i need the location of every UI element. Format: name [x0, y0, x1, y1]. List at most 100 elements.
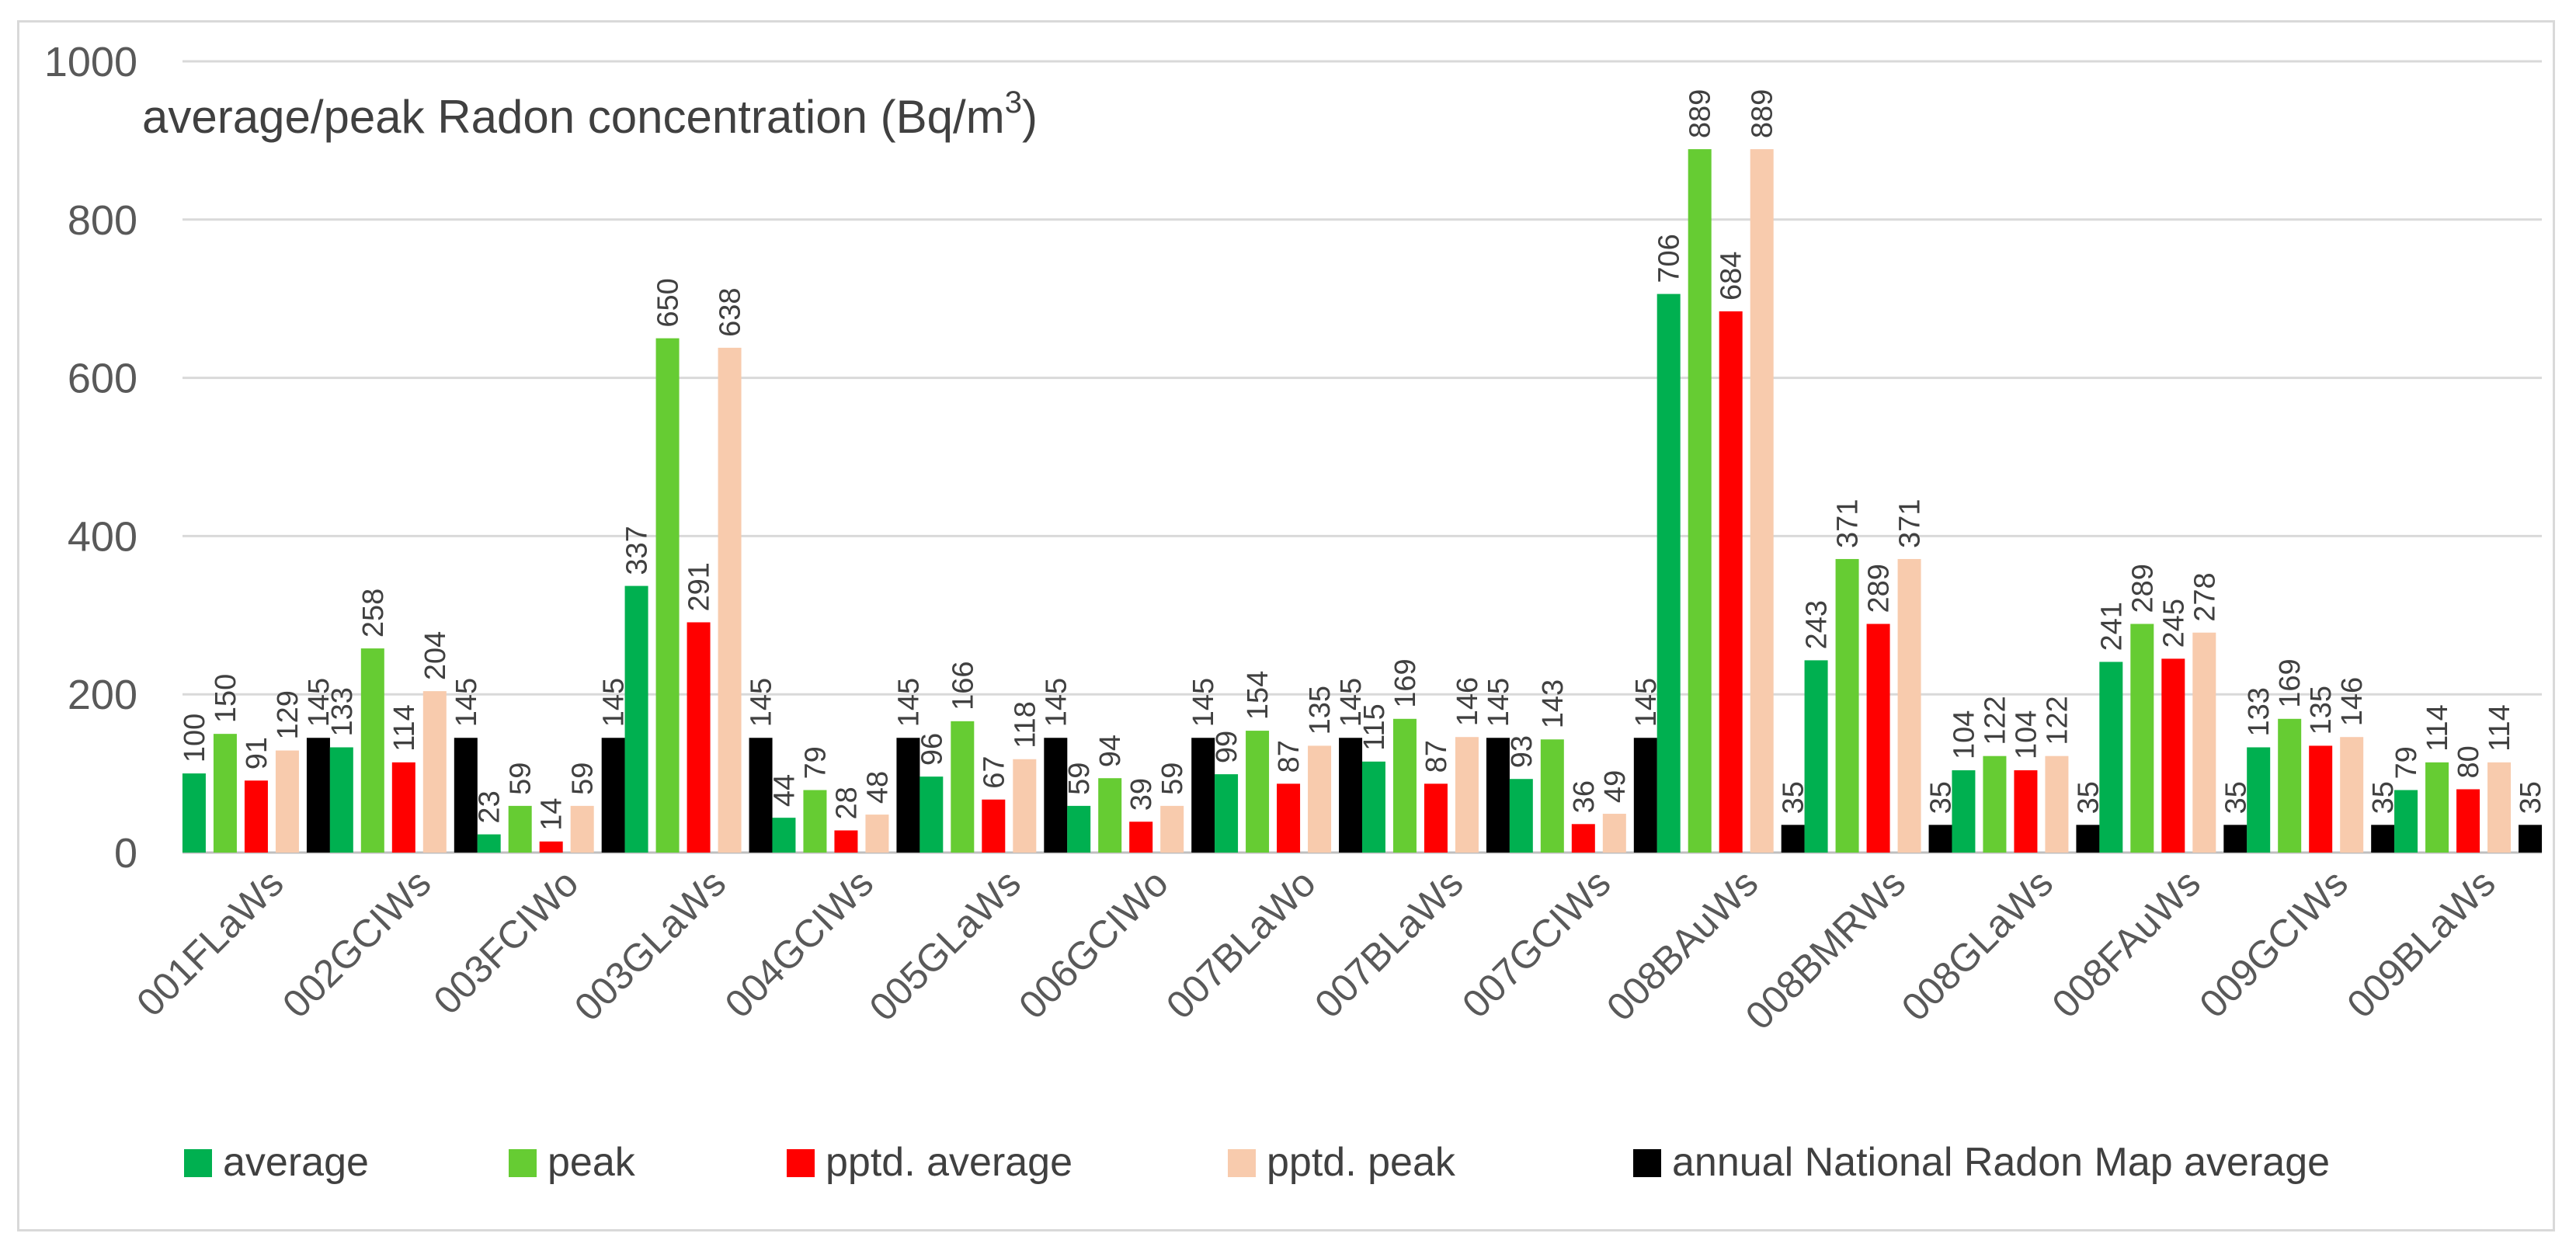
x-category-label: 001FLaWs	[128, 861, 292, 1025]
x-axis-category-labels: 001FLaWs002GCIWs003FCIWo003GLaWs004GCIWs…	[128, 861, 2504, 1038]
bar-peak	[951, 721, 975, 853]
data-label: 59	[505, 762, 537, 795]
data-label: 87	[1420, 740, 1453, 773]
bar-pptd-peak	[865, 815, 889, 853]
bar-annual-national-radon-map-average	[454, 738, 478, 853]
data-label: 135	[2305, 686, 2338, 735]
data-label: 35	[2367, 781, 2400, 814]
bar-pptd-peak	[2045, 756, 2069, 853]
legend-swatch	[184, 1149, 212, 1177]
y-tick-label: 0	[114, 830, 137, 877]
bar-average	[2394, 790, 2418, 853]
data-label: 258	[357, 589, 390, 637]
bar-annual-national-radon-map-average	[1633, 738, 1657, 853]
data-label: 145	[1187, 678, 1220, 727]
data-label: 706	[1653, 234, 1686, 283]
data-label: 145	[1630, 678, 1663, 727]
y-tick-label: 400	[68, 513, 137, 560]
bar-average	[1509, 779, 1533, 853]
bar-pptd-peak	[570, 805, 594, 853]
bar-peak	[1540, 739, 1564, 853]
legend: average peak pptd. average pptd. peak annual…	[184, 1140, 2330, 1185]
data-label: 36	[1568, 780, 1601, 813]
bar-pptd-average	[2161, 658, 2185, 853]
data-label: 278	[2188, 572, 2221, 621]
x-category-label: 008FAuWs	[2044, 861, 2209, 1026]
data-label: 204	[419, 631, 452, 680]
data-label: 35	[2220, 781, 2252, 814]
legend-label: pptd. peak	[1267, 1140, 1456, 1185]
data-label: 133	[2243, 687, 2275, 736]
bar-annual-national-radon-map-average	[1044, 738, 1068, 853]
data-label: 169	[1389, 658, 1422, 707]
x-category-label: 007GCIWs	[1454, 861, 1618, 1026]
data-label: 44	[768, 774, 801, 807]
bar-pptd-peak	[1750, 149, 1774, 853]
data-label: 289	[1863, 564, 1896, 613]
bar-pptd-peak	[1013, 759, 1037, 853]
y-tick-label: 1000	[44, 39, 137, 85]
data-label: 23	[474, 790, 506, 823]
data-label: 91	[241, 737, 273, 769]
bar-pptd-peak	[422, 691, 447, 853]
bar-annual-national-radon-map-average	[601, 738, 625, 853]
data-label: 59	[567, 762, 600, 795]
data-labels: 1001509112914513325811420414523591459145…	[179, 89, 2547, 831]
data-label: 166	[947, 661, 979, 710]
data-label: 337	[621, 526, 654, 575]
bar-average	[477, 834, 501, 853]
bar-pptd-peak	[275, 750, 299, 853]
bar-pptd-average	[982, 799, 1006, 853]
bar-peak	[1983, 756, 2007, 853]
data-label: 122	[1979, 696, 2011, 745]
bar-peak	[655, 338, 680, 853]
bar-pptd-average	[1719, 311, 1743, 853]
bar-pptd-average	[1571, 824, 1595, 853]
bar-pptd-peak	[1897, 558, 1921, 853]
data-label: 146	[2336, 677, 2369, 726]
bar-average	[1656, 294, 1681, 853]
bar-pptd-average	[2309, 745, 2333, 853]
y-tick-label: 600	[68, 356, 137, 402]
data-label: 684	[1716, 252, 1748, 300]
data-label: 145	[1483, 678, 1515, 727]
data-label: 245	[2157, 599, 2190, 648]
bar-peak	[1688, 149, 1712, 853]
data-label: 145	[746, 678, 778, 727]
data-label: 99	[1211, 731, 1243, 763]
bar-average	[772, 818, 796, 853]
data-label: 67	[978, 756, 1010, 788]
chart-title-end: )	[1022, 91, 1038, 143]
bar-pptd-average	[687, 622, 711, 853]
bar-annual-national-radon-map-average	[1339, 738, 1363, 853]
data-label: 49	[1599, 770, 1632, 803]
bar-annual-national-radon-map-average	[1928, 825, 1952, 853]
data-label: 114	[2484, 704, 2516, 752]
bar-peak	[1246, 731, 1270, 853]
data-label: 35	[2515, 781, 2547, 814]
x-category-label: 007BLaWo	[1158, 861, 1324, 1027]
legend-swatch	[1633, 1149, 1661, 1177]
data-label: 35	[1925, 781, 1958, 814]
data-label: 241	[2095, 602, 2128, 651]
data-label: 145	[1335, 678, 1368, 727]
legend-label: average	[223, 1140, 369, 1185]
bar-peak	[360, 648, 384, 853]
bar-annual-national-radon-map-average	[2223, 825, 2247, 853]
bar-pptd-peak	[2340, 737, 2364, 853]
bar-average	[1361, 761, 1385, 853]
bar-peak	[2278, 718, 2302, 853]
legend-label: annual National Radon Map average	[1672, 1140, 2330, 1185]
bar-pptd-average	[244, 780, 268, 853]
x-category-label: 006GCIWo	[1010, 861, 1177, 1027]
bar-average	[1067, 805, 1091, 853]
bar-average	[1804, 660, 1828, 853]
data-label: 35	[1778, 781, 1810, 814]
bar-pptd-average	[1277, 783, 1301, 853]
bar-peak	[1835, 558, 1859, 853]
data-label: 371	[1832, 499, 1865, 548]
bar-pptd-peak	[1602, 814, 1626, 853]
chart-title: average/peak Radon concentration (Bq/m3)	[142, 85, 1038, 143]
bar-peak	[508, 805, 532, 853]
bar-pptd-average	[2456, 789, 2480, 853]
